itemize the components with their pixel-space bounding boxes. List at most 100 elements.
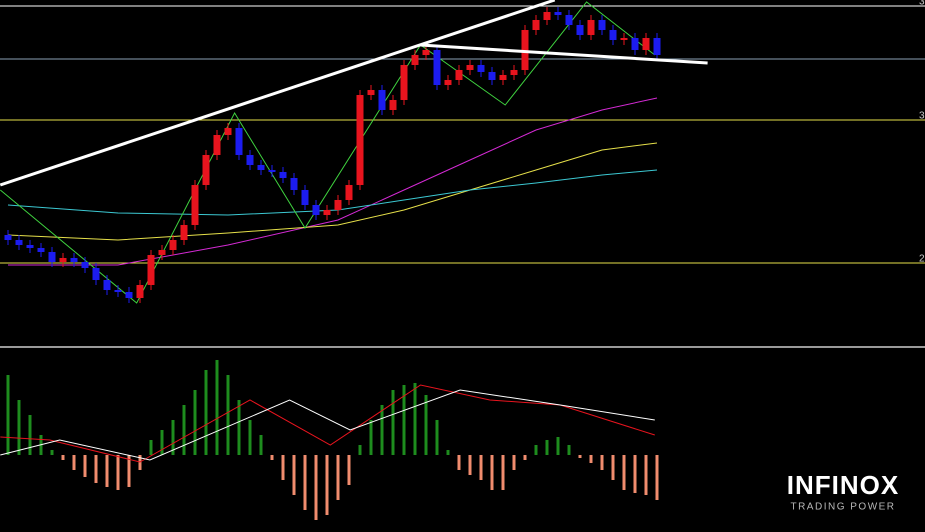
candle-body	[334, 200, 342, 210]
candle-body	[202, 155, 210, 185]
candle-body	[224, 128, 232, 135]
histogram-bar	[578, 455, 582, 458]
histogram-bar	[325, 455, 329, 515]
histogram-bar	[644, 455, 648, 495]
candle-body	[158, 250, 166, 255]
candle-body	[301, 190, 309, 205]
histogram-bar	[633, 455, 637, 493]
candle-body	[576, 25, 584, 35]
candle-body	[345, 185, 353, 200]
candle-body	[4, 235, 12, 240]
histogram-bar	[534, 445, 538, 455]
candle-body	[433, 50, 441, 85]
candle-body	[609, 30, 617, 40]
histogram-bar	[380, 405, 384, 455]
candle-body	[411, 55, 419, 65]
histogram-bar	[567, 445, 571, 455]
candle-body	[477, 65, 485, 72]
level-label: 3	[919, 111, 925, 122]
candle-body	[136, 285, 144, 298]
level-label: 3	[919, 0, 925, 8]
histogram-bar	[127, 455, 131, 487]
histogram-bar	[358, 445, 362, 455]
histogram-bar	[248, 420, 252, 455]
histogram-bar	[193, 390, 197, 455]
candle-body	[147, 255, 155, 285]
histogram-bar	[424, 395, 428, 455]
candle-body	[180, 225, 188, 240]
candle-body	[631, 38, 639, 50]
histogram-bar	[501, 455, 505, 490]
candle-body	[70, 258, 78, 262]
candle-body	[48, 252, 56, 262]
histogram-bar	[479, 455, 483, 480]
histogram-bar	[336, 455, 340, 500]
level-label: 2	[919, 254, 925, 265]
candle-body	[103, 280, 111, 290]
candle-body	[15, 240, 23, 245]
histogram-bar	[589, 455, 593, 463]
candle-body	[312, 205, 320, 215]
candle-body	[543, 12, 551, 20]
histogram-bar	[226, 375, 230, 455]
signal-line	[0, 384, 655, 463]
candle-body	[554, 12, 562, 15]
candle-body	[620, 38, 628, 40]
candle-body	[455, 70, 463, 80]
candle-body	[92, 268, 100, 280]
candle-body	[213, 135, 221, 155]
histogram-bar	[182, 405, 186, 455]
candle-body	[598, 20, 606, 30]
histogram-bar	[545, 440, 549, 455]
candle-body	[279, 172, 287, 178]
histogram-bar	[50, 450, 54, 455]
candle-body	[653, 38, 661, 55]
candle-body	[642, 38, 650, 50]
histogram-bar	[435, 420, 439, 455]
histogram-bar	[160, 430, 164, 455]
candle-body	[268, 170, 276, 172]
histogram-bar	[446, 450, 450, 455]
histogram-bar	[105, 455, 109, 487]
trendline	[0, 0, 556, 187]
trendline	[420, 43, 708, 65]
candle-body	[466, 65, 474, 70]
candle-body	[169, 240, 177, 250]
histogram-bar	[83, 455, 87, 477]
candle-body	[26, 245, 34, 248]
histogram-bar	[523, 455, 527, 460]
histogram-bar	[369, 420, 373, 455]
candle-body	[125, 292, 133, 298]
histogram-bar	[94, 455, 98, 483]
histogram-bar	[622, 455, 626, 490]
candle-body	[37, 248, 45, 252]
logo-name: INFINOX	[787, 470, 899, 500]
candle-body	[378, 90, 386, 110]
candle-body	[400, 65, 408, 100]
histogram-bar	[72, 455, 76, 470]
histogram-bar	[391, 390, 395, 455]
candle-body	[532, 20, 540, 30]
logo-tagline: TRADING POWER	[790, 502, 895, 513]
histogram-bar	[600, 455, 604, 470]
candle-body	[235, 128, 243, 155]
histogram-bar	[281, 455, 285, 480]
signal-line	[0, 389, 655, 461]
histogram-bar	[490, 455, 494, 490]
histogram-bar	[204, 370, 208, 455]
candle-body	[565, 15, 573, 25]
candle-body	[356, 95, 364, 185]
histogram-bar	[149, 440, 153, 455]
candle-body	[81, 262, 89, 268]
histogram-bar	[556, 437, 560, 455]
histogram-bar	[457, 455, 461, 470]
candle-body	[510, 70, 518, 75]
moving-average	[7, 142, 658, 241]
candle-body	[59, 258, 67, 262]
moving-average	[7, 169, 658, 216]
histogram-bar	[402, 385, 406, 455]
histogram-bar	[61, 455, 65, 460]
candle-body	[422, 50, 430, 55]
